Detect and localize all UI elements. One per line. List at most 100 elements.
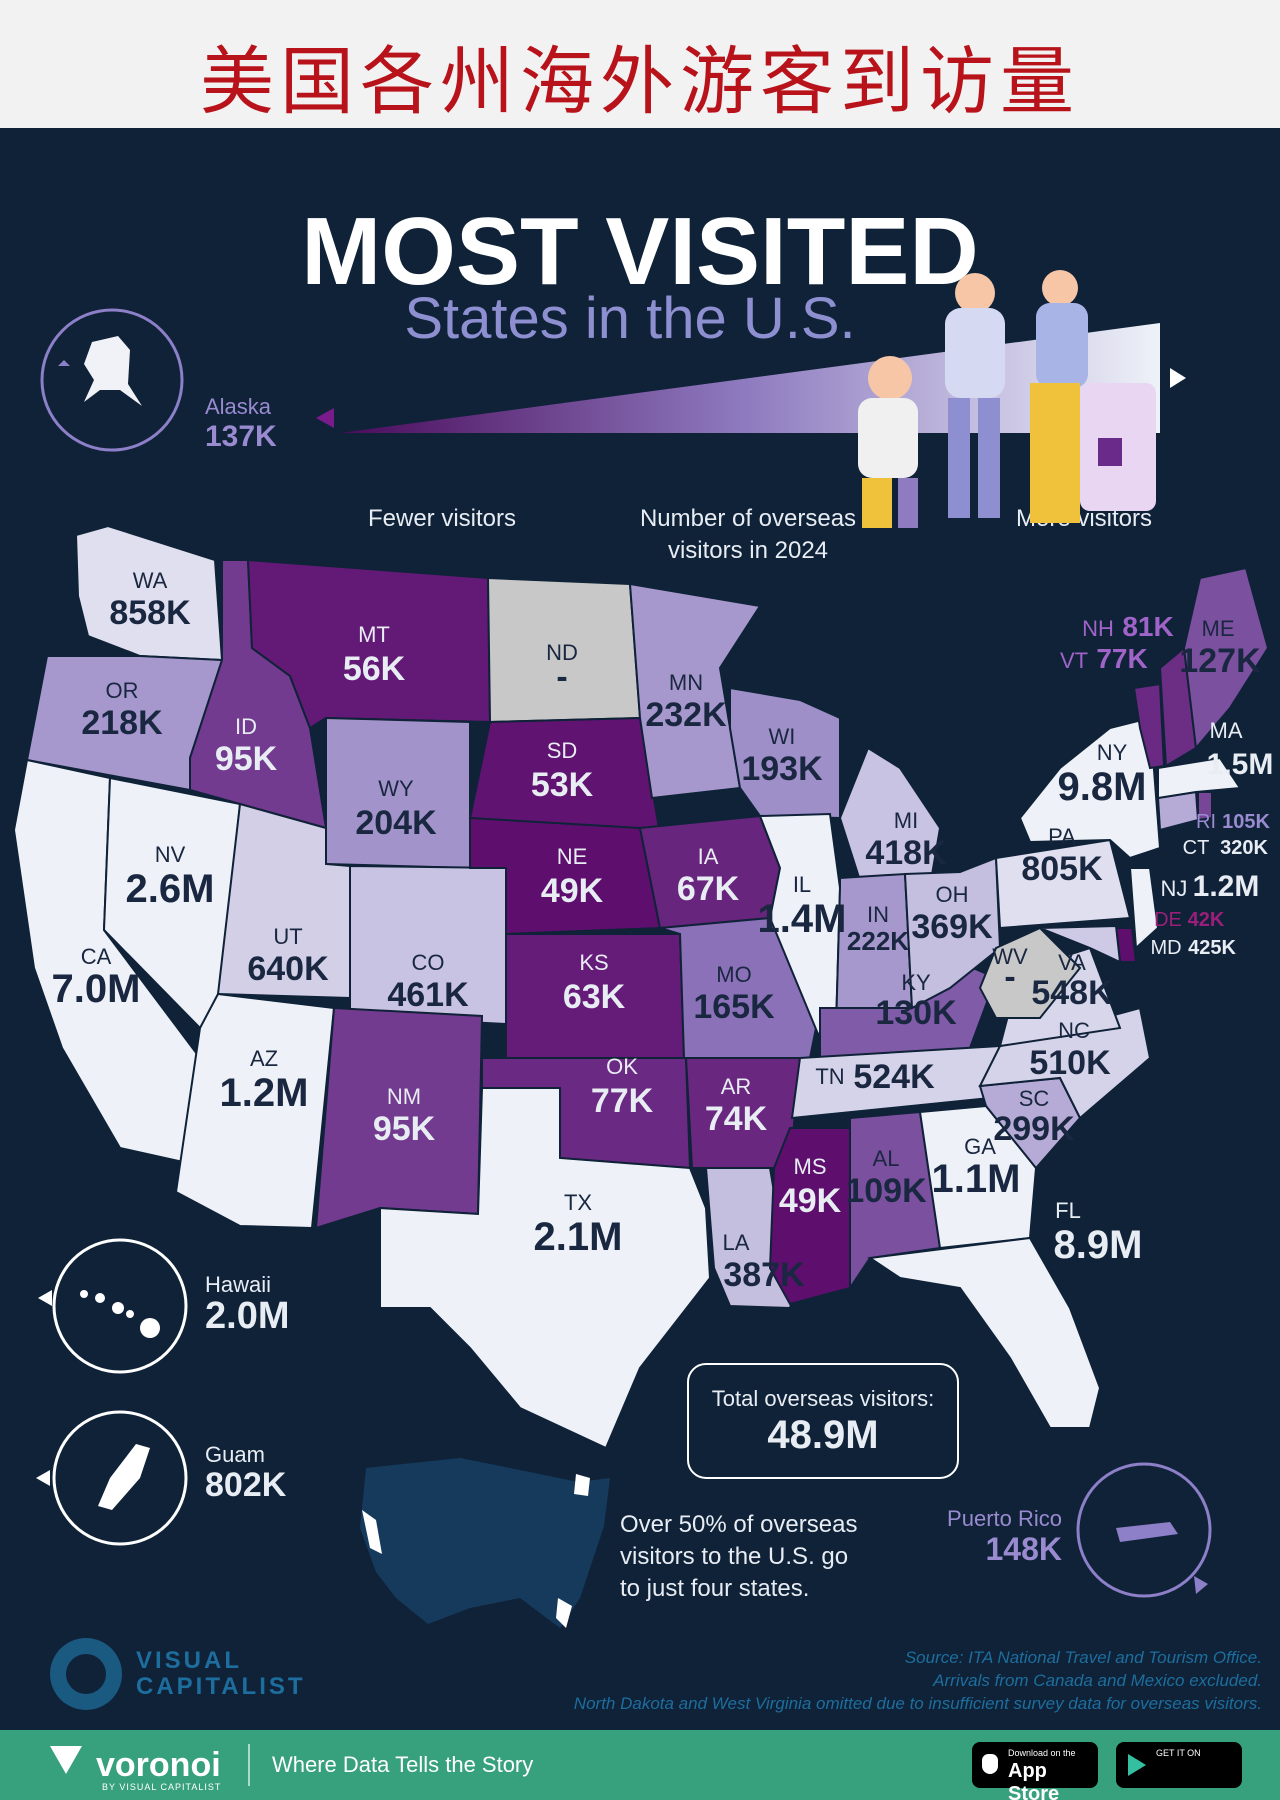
state-value-tn: 524K	[853, 1058, 935, 1096]
state-abbr-wv: WV	[992, 944, 1028, 969]
state-shape-pa	[994, 838, 1132, 930]
voronoi-logo-icon	[50, 1746, 82, 1774]
hawaii-value: 2.0M	[205, 1295, 289, 1337]
footer-brand-byline: BY VISUAL CAPITALIST	[102, 1782, 222, 1792]
state-value-mi: 418K	[865, 834, 947, 872]
state-value-ca: 7.0M	[52, 967, 141, 1011]
state-value-nv: 2.6M	[126, 867, 215, 911]
app-store-big-text: App Store	[1008, 1760, 1060, 1800]
app-store-button[interactable]: Download on the App Store	[972, 1742, 1098, 1800]
state-value-az: 1.2M	[220, 1071, 309, 1115]
state-shape-ma	[1157, 756, 1242, 800]
state-value-sd: 53K	[531, 766, 594, 804]
state-value-ma: 1.5M	[1207, 748, 1274, 781]
state-abbr-ut: UT	[273, 924, 302, 949]
state-value-sc: 299K	[993, 1110, 1075, 1148]
source-line1: Source: ITA National Travel and Tourism …	[905, 1648, 1262, 1667]
legend-high-arrow-icon	[1170, 368, 1186, 388]
note-line2: visitors to the U.S. go	[620, 1543, 848, 1570]
state-abbr-pa: PA	[1048, 824, 1076, 849]
state-abbr-oh: OH	[936, 882, 969, 907]
state-abbr-wi: WI	[769, 724, 796, 749]
footer-bar: voronoi BY VISUAL CAPITALIST Where Data …	[0, 1730, 1280, 1800]
state-shape-tx	[379, 1087, 712, 1450]
state-abbr-il: IL	[793, 872, 811, 897]
state-abbr-me: ME	[1202, 616, 1235, 641]
total-value: 48.9M	[767, 1413, 878, 1457]
state-abbr-fl: FL	[1055, 1198, 1081, 1223]
google-play-button[interactable]: GET IT ON	[1116, 1742, 1242, 1788]
state-value-md: 425K	[1188, 937, 1236, 959]
state-value-va: 548K	[1031, 974, 1113, 1012]
state-shape-ri	[1197, 791, 1213, 822]
guam-name: Guam	[205, 1442, 265, 1467]
state-abbr-nm: NM	[387, 1084, 421, 1109]
puerto-rico-inset: Puerto Rico 148K	[947, 1462, 1212, 1598]
source-line2: Arrivals from Canada and Mexico excluded…	[932, 1671, 1262, 1690]
state-value-de: 42K	[1188, 909, 1225, 931]
state-value-tx: 2.1M	[534, 1215, 623, 1259]
state-value-oh: 369K	[911, 908, 993, 946]
state-value-mo: 165K	[693, 988, 775, 1026]
state-value-ms: 49K	[779, 1182, 842, 1220]
state-value-ut: 640K	[247, 950, 329, 988]
state-abbr-va: VA	[1058, 950, 1086, 975]
state-abbr-wy: WY	[378, 776, 414, 801]
top-banner: 美国各州海外游客到访量	[0, 0, 1280, 128]
state-abbr-ga: GA	[964, 1134, 996, 1159]
hawaii-inset: Hawaii 2.0M	[38, 1238, 289, 1374]
state-abbr-mn: MN	[669, 670, 703, 695]
legend-title-line1: Number of overseas	[640, 505, 856, 532]
state-value-mn: 232K	[645, 696, 727, 734]
apple-icon	[982, 1754, 998, 1774]
footer-divider	[248, 1744, 250, 1786]
state-value-ct: 320K	[1220, 837, 1268, 859]
state-abbr-mi: MI	[894, 808, 918, 833]
legend-low-arrow-icon	[316, 408, 334, 428]
alaska-value: 137K	[205, 420, 277, 453]
state-value-wa: 858K	[109, 594, 191, 632]
state-value-wv: -	[1004, 958, 1015, 996]
footer-brand: voronoi	[96, 1746, 221, 1784]
state-abbr-nc: NC	[1058, 1018, 1090, 1043]
state-abbr-al: AL	[873, 1146, 900, 1171]
state-value-ri: 105K	[1222, 811, 1270, 833]
state-value-or: 218K	[81, 704, 163, 742]
state-abbr-nv: NV	[155, 842, 186, 867]
state-abbr-ny: NY	[1097, 740, 1128, 765]
state-shape-vt	[1132, 682, 1166, 770]
logo-line1: VISUAL	[136, 1647, 242, 1674]
state-abbr-mo: MO	[716, 962, 751, 987]
state-value-wy: 204K	[355, 804, 437, 842]
state-abbr-vt: VT	[1060, 648, 1088, 673]
state-abbr-de: DE	[1154, 909, 1182, 931]
subtitle: States in the U.S.	[404, 286, 855, 351]
state-value-id: 95K	[215, 740, 278, 778]
state-abbr-az: AZ	[250, 1046, 278, 1071]
state-labels: WA 858K OR 218K CA 7.0M NV 2.6M ID 95K M…	[52, 568, 1274, 1294]
logo-line2: CAPITALIST	[136, 1673, 306, 1700]
state-abbr-ky: KY	[901, 970, 931, 995]
state-abbr-wa: WA	[133, 568, 168, 593]
state-value-ne: 49K	[541, 872, 604, 910]
state-abbr-md: MD	[1150, 937, 1181, 959]
state-abbr-ca: CA	[81, 944, 112, 969]
state-abbr-mt: MT	[358, 622, 390, 647]
state-value-me: 127K	[1179, 642, 1261, 680]
state-value-nj: 1.2M	[1193, 870, 1260, 903]
state-abbr-ar: AR	[721, 1074, 752, 1099]
note-line1: Over 50% of overseas	[620, 1511, 857, 1538]
state-value-ok: 77K	[591, 1082, 654, 1120]
state-abbr-ia: IA	[698, 844, 719, 869]
state-value-mt: 56K	[343, 650, 406, 688]
state-value-nh: 81K	[1122, 611, 1173, 642]
state-value-ar: 74K	[705, 1100, 768, 1138]
state-shape-mi	[838, 746, 942, 902]
travelers-illustration	[858, 270, 1156, 528]
state-abbr-ok: OK	[606, 1054, 638, 1079]
state-value-ks: 63K	[563, 978, 626, 1016]
us-visitor-map: MOST VISITED States in the U.S. Fewer vi…	[12, 198, 1274, 1713]
state-value-al: 109K	[845, 1172, 927, 1210]
footer-tagline: Where Data Tells the Story	[272, 1752, 534, 1777]
state-abbr-ri: RI	[1196, 811, 1216, 833]
